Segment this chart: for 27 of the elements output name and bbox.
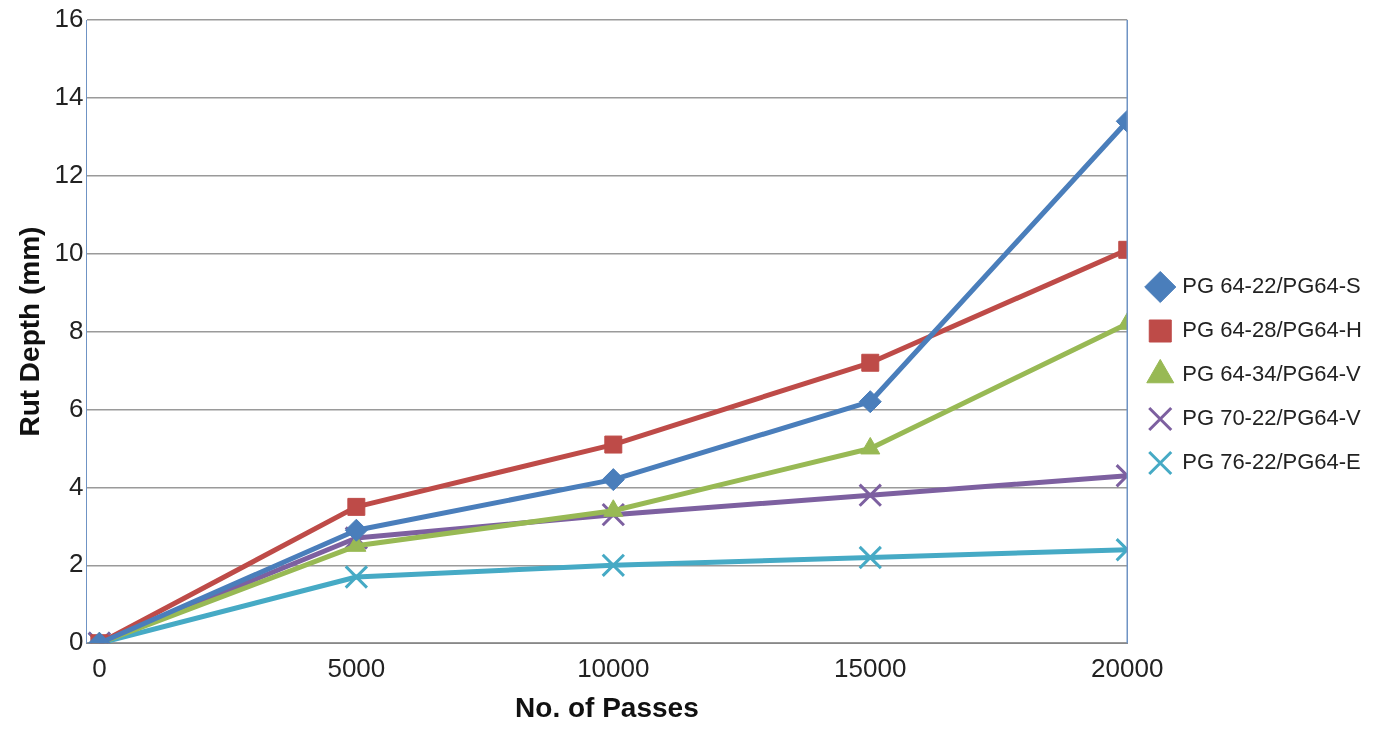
y-tick-label: 14 xyxy=(54,81,84,112)
legend-label: PG 64-28/PG64-H xyxy=(1182,317,1362,343)
y-tick-label: 2 xyxy=(69,548,84,579)
y-tick-label: 8 xyxy=(69,314,84,345)
y-tick-label: 12 xyxy=(54,158,84,189)
x-tick-label: 5000 xyxy=(327,652,386,683)
legend-label: PG 76-22/PG64-E xyxy=(1182,449,1361,475)
x-axis-title: No. of Passes xyxy=(515,691,699,723)
x-tick-label: 15000 xyxy=(834,652,907,683)
x-tick-label: 20000 xyxy=(1091,652,1164,683)
point xyxy=(604,435,623,454)
legend-label: PG 70-22/PG64-V xyxy=(1182,405,1362,431)
x-tick-label: 0 xyxy=(92,652,107,683)
y-tick-label: 4 xyxy=(69,470,84,501)
legend-label: PG 64-22/PG64-S xyxy=(1182,273,1361,299)
x-tick-label: 10000 xyxy=(577,652,650,683)
y-tick-label: 6 xyxy=(69,392,84,423)
point xyxy=(601,468,625,492)
y-tick-label: 0 xyxy=(69,626,84,657)
point xyxy=(601,553,626,578)
point xyxy=(347,497,366,516)
y-tick-label: 16 xyxy=(54,3,84,34)
point xyxy=(344,564,369,590)
point xyxy=(344,518,368,542)
y-axis-title: Rut Depth (mm) xyxy=(13,226,45,437)
y-tick-label: 10 xyxy=(54,236,84,267)
legend-label: PG 64-34/PG64-V xyxy=(1182,361,1362,387)
